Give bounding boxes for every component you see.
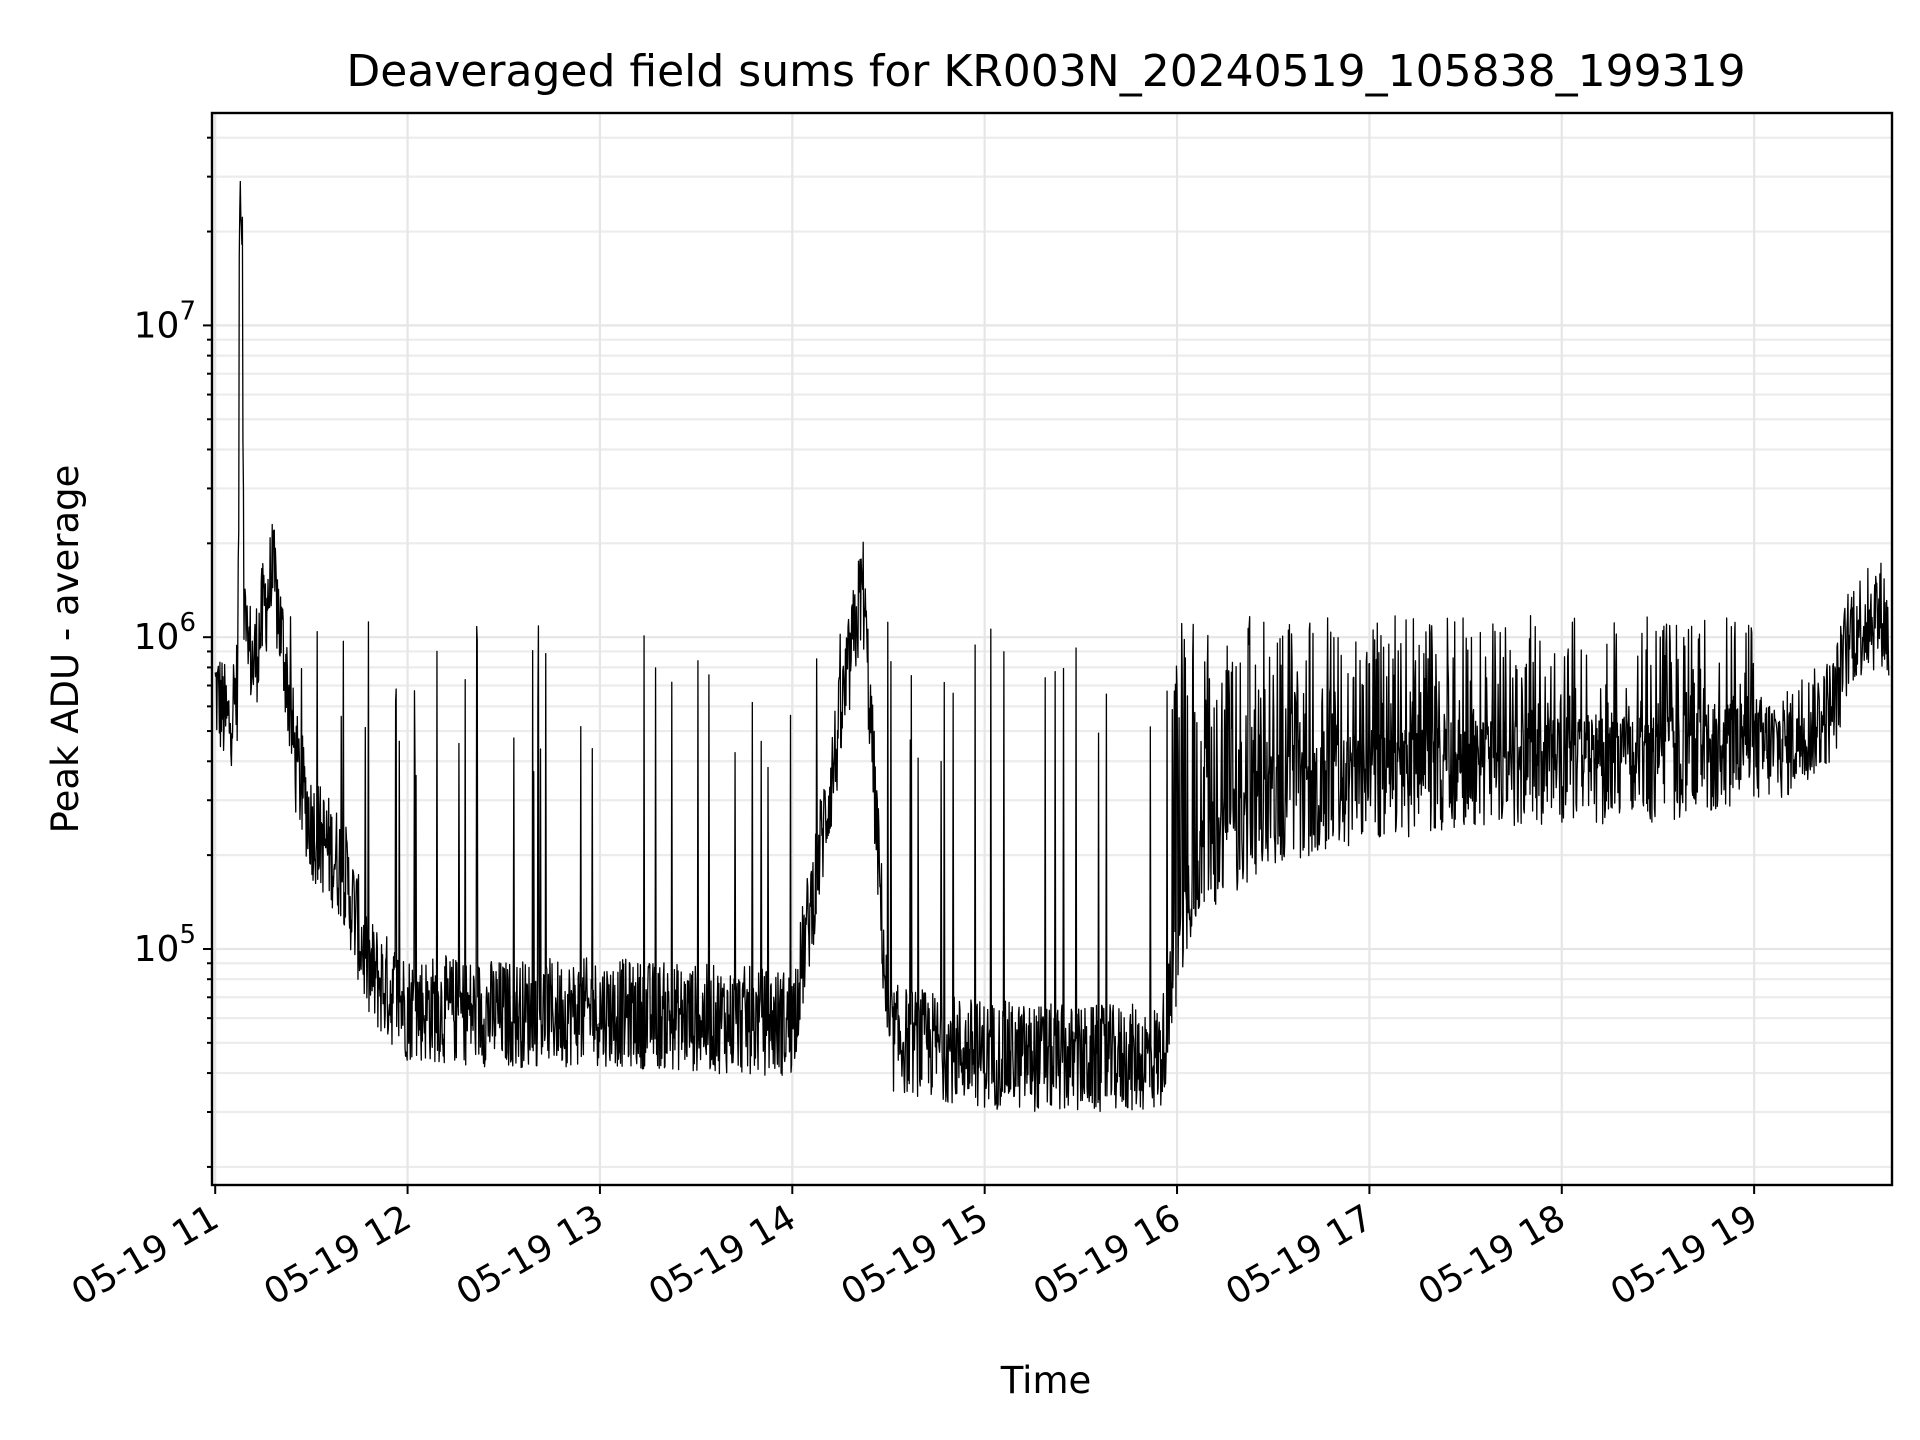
y-tick-base: 10 xyxy=(134,617,180,658)
y-axis-label: Peak ADU - average xyxy=(44,465,87,834)
y-tick-label: 105 xyxy=(134,920,196,970)
plot-frame xyxy=(210,111,1894,1187)
y-tick-exponent: 7 xyxy=(179,296,196,326)
chart-title: Deaveraged field sums for KR003N_2024051… xyxy=(346,46,1745,97)
y-tick-label: 107 xyxy=(134,296,196,346)
y-tick-exponent: 5 xyxy=(179,920,196,950)
y-tick-base: 10 xyxy=(134,929,180,970)
y-tick-base: 10 xyxy=(134,305,180,346)
x-axis-label: Time xyxy=(1000,1359,1092,1402)
y-tick-label: 106 xyxy=(134,608,196,658)
series-line xyxy=(214,180,1890,1113)
y-tick-exponent: 6 xyxy=(179,608,196,638)
axis-ticks xyxy=(203,136,1756,1194)
